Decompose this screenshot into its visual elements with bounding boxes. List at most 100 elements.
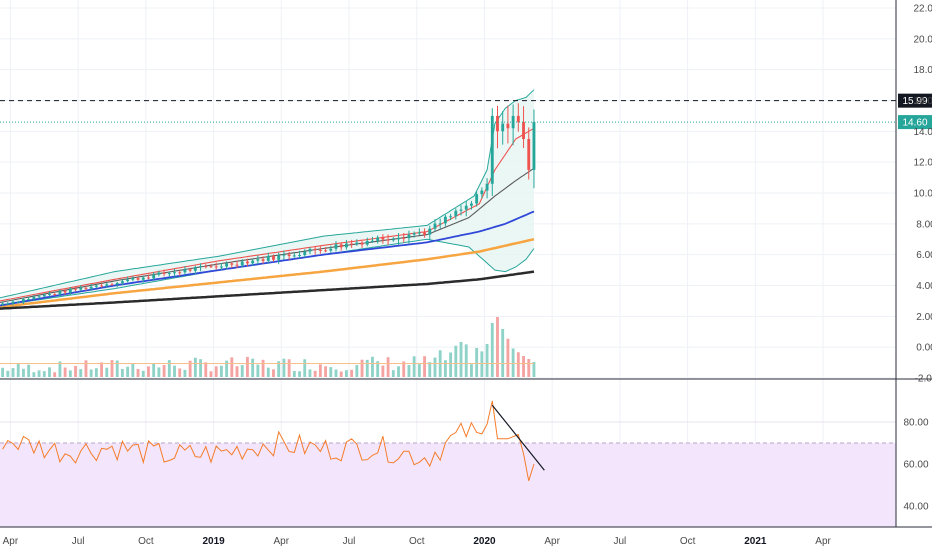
candle-body bbox=[272, 256, 275, 260]
candle-body bbox=[490, 115, 494, 184]
candle-body bbox=[22, 299, 25, 302]
candle-body bbox=[496, 115, 499, 132]
volume-bar bbox=[256, 364, 260, 377]
time-tick-label: 2019 bbox=[202, 536, 225, 547]
volume-bar bbox=[230, 357, 234, 377]
candle-body bbox=[324, 250, 328, 252]
price-level-tag-1 bbox=[898, 115, 932, 130]
candle-body bbox=[235, 264, 239, 266]
volume-bar bbox=[42, 371, 46, 377]
price-tick-label: 20.00 bbox=[913, 34, 932, 45]
volume-bar bbox=[100, 362, 104, 377]
volume-bar bbox=[480, 351, 484, 377]
candle-body bbox=[115, 282, 119, 285]
price-tick-label: 8.00 bbox=[916, 219, 932, 230]
volume-bar bbox=[68, 370, 72, 377]
price-candles bbox=[1, 103, 536, 307]
volume-bar bbox=[110, 360, 114, 377]
volume-bar bbox=[334, 369, 338, 377]
candle-body bbox=[157, 272, 161, 275]
volume-bar bbox=[329, 367, 333, 377]
candle-body bbox=[126, 279, 130, 282]
time-tick-label: Apr bbox=[274, 536, 290, 547]
candle-body bbox=[188, 269, 192, 271]
moving-average-0 bbox=[0, 238, 535, 309]
candle-body bbox=[89, 286, 93, 289]
candle-body bbox=[371, 240, 374, 242]
candle-body bbox=[58, 290, 62, 295]
rsi-tick-label: 60.00 bbox=[903, 460, 928, 471]
candle-body bbox=[292, 255, 296, 257]
candle-body bbox=[32, 296, 36, 299]
candle-body bbox=[162, 272, 166, 274]
candle-body bbox=[423, 232, 426, 235]
candle-body bbox=[532, 122, 536, 170]
price-tick-label: 22.00 bbox=[913, 4, 932, 15]
candle-body bbox=[459, 209, 463, 211]
volume-bar bbox=[308, 369, 312, 377]
candle-body bbox=[365, 240, 369, 245]
volume-bar bbox=[53, 372, 57, 377]
rsi-tick-label: 40.00 bbox=[903, 502, 928, 513]
volume-bar bbox=[131, 363, 135, 377]
candle-body bbox=[136, 278, 140, 280]
volume-bar bbox=[298, 371, 301, 377]
candle-body bbox=[522, 122, 525, 140]
candle-body bbox=[152, 274, 156, 279]
candle-body bbox=[37, 296, 41, 298]
volume-bar bbox=[84, 360, 88, 377]
price-tick-label: 14.00 bbox=[913, 127, 932, 138]
volume-bar bbox=[272, 369, 275, 377]
candle-body bbox=[256, 259, 260, 261]
volume-bar bbox=[58, 361, 62, 377]
price-tick-label: 2.00 bbox=[916, 312, 932, 323]
candle-body bbox=[225, 263, 229, 267]
candle-body bbox=[282, 254, 286, 256]
candle-body bbox=[1, 303, 5, 305]
candle-body bbox=[199, 266, 202, 268]
volume-bar bbox=[490, 323, 494, 377]
candle-body bbox=[308, 248, 312, 252]
volume-bar bbox=[167, 360, 171, 377]
volume-bar bbox=[433, 357, 437, 377]
volume-bar bbox=[277, 361, 281, 377]
volume-bar bbox=[344, 370, 348, 377]
volume-bar bbox=[261, 359, 265, 377]
volume-bar bbox=[397, 366, 400, 377]
volume-bar bbox=[173, 365, 176, 377]
volume-bar bbox=[37, 370, 41, 377]
moving-average-2 bbox=[0, 210, 535, 307]
candle-body bbox=[53, 294, 57, 296]
candle-body bbox=[516, 115, 520, 123]
volume-bar bbox=[162, 364, 166, 377]
time-tick-label: Jul bbox=[72, 536, 85, 547]
time-tick-label: Apr bbox=[815, 536, 831, 547]
candle-body bbox=[485, 183, 489, 191]
candle-body bbox=[433, 223, 437, 229]
candle-body bbox=[230, 263, 234, 265]
candle-body bbox=[350, 243, 354, 245]
candle-body bbox=[449, 216, 453, 218]
volume-bar bbox=[371, 356, 374, 377]
candle-body bbox=[318, 249, 322, 251]
candle-body bbox=[438, 223, 442, 225]
volume-bar bbox=[266, 367, 270, 377]
candle-body bbox=[376, 237, 380, 241]
time-tick-label: Apr bbox=[3, 536, 19, 547]
candle-body bbox=[11, 301, 15, 304]
volume-bar bbox=[22, 368, 25, 377]
candle-body bbox=[141, 277, 145, 280]
price-tick-label: 18.00 bbox=[913, 65, 932, 76]
volume-bar bbox=[89, 369, 93, 377]
candle-body bbox=[360, 242, 364, 245]
candle-body bbox=[287, 254, 291, 257]
volume-bar bbox=[443, 360, 447, 377]
candle-body bbox=[412, 233, 416, 235]
volume-bar bbox=[1, 367, 5, 377]
volume-bar bbox=[126, 366, 130, 377]
candle-body bbox=[204, 266, 208, 268]
volume-bar bbox=[225, 360, 229, 377]
candle-body bbox=[527, 139, 531, 170]
